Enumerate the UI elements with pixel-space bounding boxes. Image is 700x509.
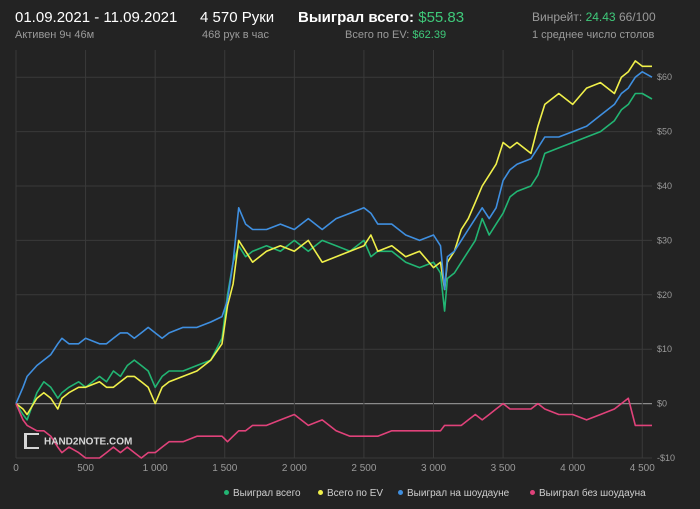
x-tick-label: 3 000 [421,463,446,474]
chart-grid [15,50,652,459]
series-line-non-showdown [15,397,652,459]
active-time: Активен 9ч 46м [15,29,95,41]
x-tick-label: 2 500 [351,463,376,474]
legend-label-ev: Всего по EV [327,488,384,499]
x-tick-label: 4 500 [630,463,655,474]
x-tick-label: 4 000 [560,463,585,474]
x-tick-label: 1 500 [212,463,237,474]
legend-label-showdown: Выиграл на шоудауне [407,488,510,499]
y-tick-label: $60 [657,72,672,82]
y-tick-label: $50 [657,127,672,137]
winrate-extra: 66/100 [618,10,656,24]
y-tick-label: $10 [657,344,672,354]
winrate-label: Винрейт: [532,10,583,24]
legend-item-non-showdown[interactable]: Выиграл без шоудауна [530,488,646,499]
winrate-value: 24.43 [585,10,616,24]
hands-per-hour: 468 рук в час [202,29,270,41]
ev-total-label: Всего по EV: [345,29,410,41]
date-range: 01.09.2021 - 11.09.2021 [15,9,178,26]
chart-ticks: -$10 $0 $10 $20 $30 $40 $50 $60 0 500 1 000 1 500 2 … [13,72,675,474]
y-tick-label: $30 [657,235,672,245]
x-tick-label: 0 [13,463,19,474]
legend-dot-non-showdown [530,489,535,495]
series-line-showdown [15,71,653,404]
winrate: Винрейт: 24.43 66/100 [532,10,656,24]
hands-count: 4 570 Руки [200,9,275,26]
legend-dot-showdown [398,489,403,495]
ev-total: Всего по EV: $62.39 [345,29,446,41]
legend-label-non-showdown: Выиграл без шоудауна [539,488,646,499]
x-tick-label: 2 000 [282,463,307,474]
legend-item-won[interactable]: Выиграл всего [224,488,301,499]
hand2note-logo-text: HAND2NOTE.COM [44,436,133,448]
won-total-label: Выиграл всего: [298,9,415,26]
x-tick-label: 500 [77,463,94,474]
legend-label-won: Выиграл всего [233,488,301,499]
y-tick-label: $0 [657,399,667,409]
y-tick-label: -$10 [657,453,675,463]
hand2note-logo-icon [24,433,39,449]
series-line-won [15,92,653,421]
won-total: Выиграл всего: $55.83 [298,9,464,26]
legend-item-showdown[interactable]: Выиграл на шоудауне [398,488,509,499]
y-tick-label: $40 [657,181,672,191]
average-tables: 1 среднее число столов [532,29,655,41]
legend-item-ev[interactable]: Всего по EV [318,488,383,499]
y-tick-label: $20 [657,290,672,300]
ev-total-value: $62.39 [412,29,447,41]
legend-dot-won [224,489,229,495]
hand2note-logo: HAND2NOTE.COM [24,433,133,450]
x-tick-label: 3 500 [491,463,516,474]
x-tick-label: 1 000 [143,463,168,474]
series-line-ev [15,60,652,416]
won-total-value: $55.83 [418,9,465,26]
legend-dot-ev [318,489,323,495]
chart-series [15,60,653,459]
